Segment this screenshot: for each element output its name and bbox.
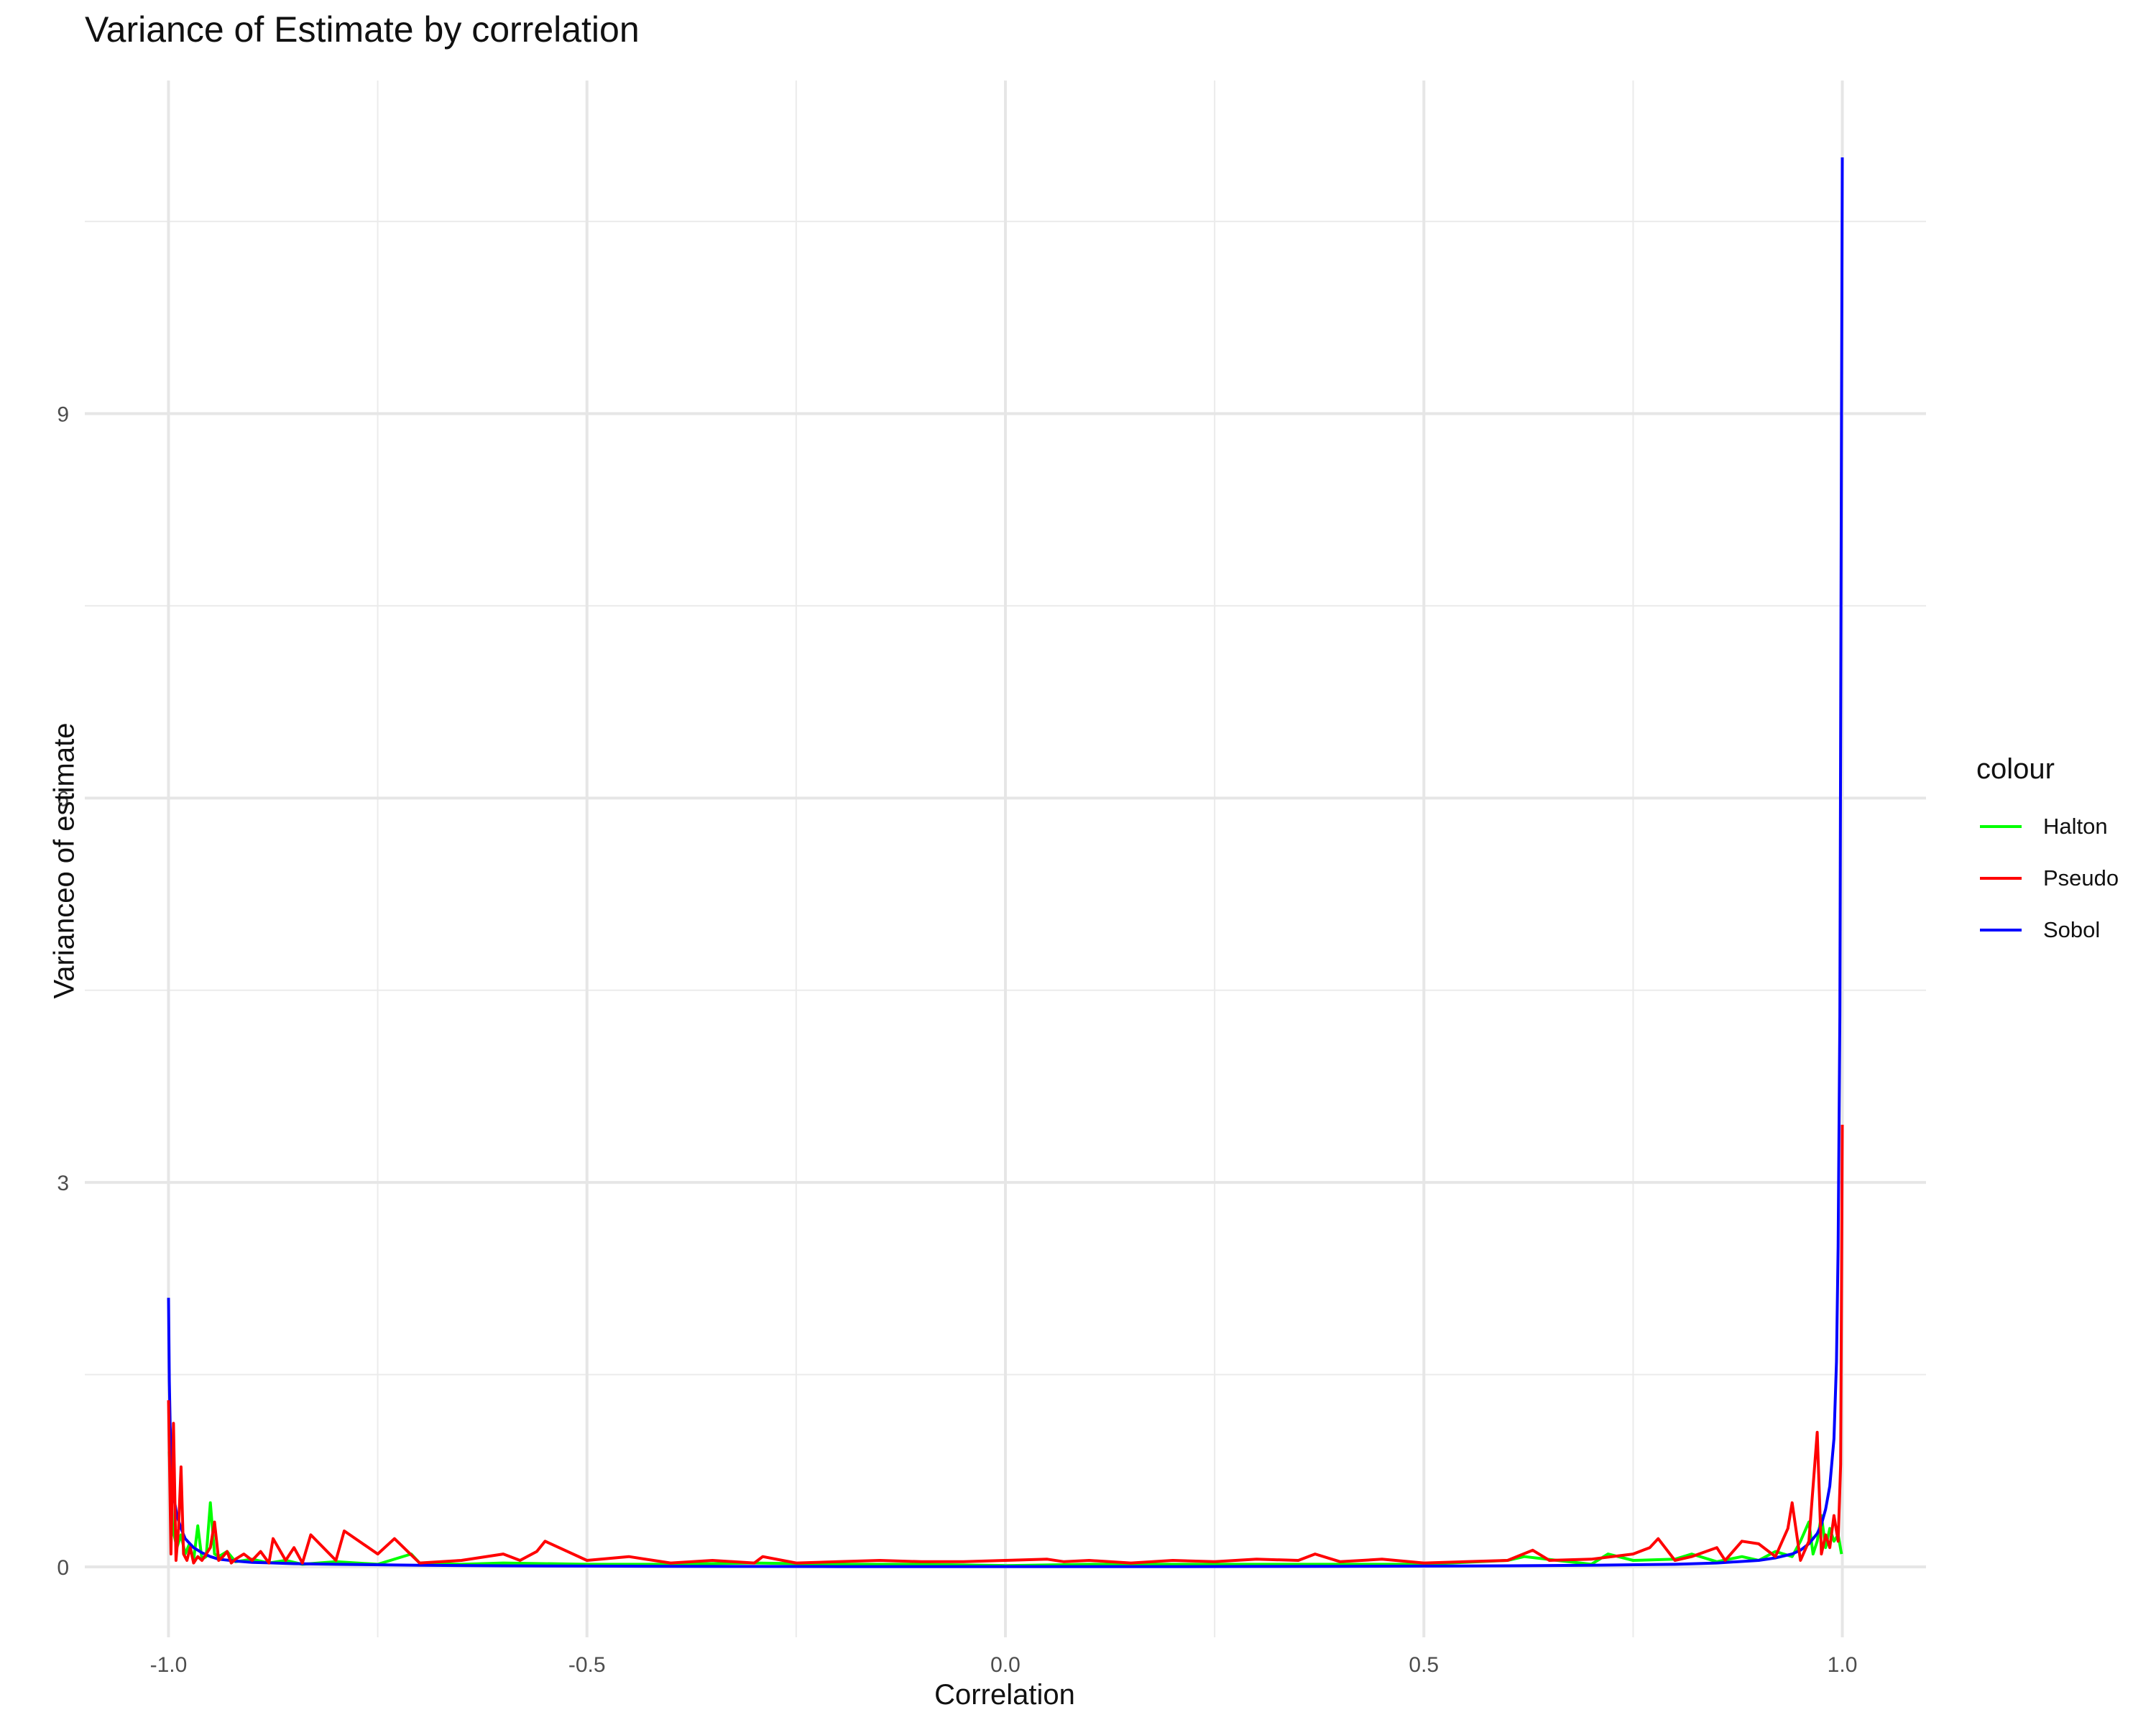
y-tick-label: 3 [57, 1172, 69, 1195]
legend-label-pseudo: Pseudo [2043, 865, 2119, 891]
y-tick-label: 0 [57, 1556, 69, 1580]
legend-item-pseudo: Pseudo [1980, 861, 2119, 896]
y-axis-title: Varianceo of estimate [48, 722, 80, 999]
y-tick-label: 9 [57, 403, 69, 427]
x-tick-label: -1.0 [150, 1653, 188, 1677]
legend-item-halton: Halton [1980, 809, 2108, 844]
legend-key-pseudo [1980, 877, 2022, 880]
legend-label-halton: Halton [2043, 814, 2108, 839]
x-axis-title: Correlation [934, 1679, 1075, 1711]
series-line-pseudo [167, 1124, 1844, 1565]
legend-title: colour [1976, 753, 2055, 785]
legend-key-halton [1980, 825, 2022, 828]
legend-key-sobol [1980, 929, 2022, 932]
x-tick-label: 0.5 [1409, 1653, 1439, 1677]
series-line-halton [167, 1451, 1843, 1568]
legend-item-sobol: Sobol [1980, 913, 2100, 947]
chart-title: Variance of Estimate by correlation [85, 9, 640, 50]
y-tick-label: 6 [57, 787, 69, 811]
x-tick-label: -0.5 [568, 1653, 606, 1677]
x-tick-label: 0.0 [990, 1653, 1021, 1677]
series-line-sobol [167, 157, 1844, 1568]
x-tick-label: 1.0 [1828, 1653, 1858, 1677]
legend-label-sobol: Sobol [2043, 917, 2101, 942]
